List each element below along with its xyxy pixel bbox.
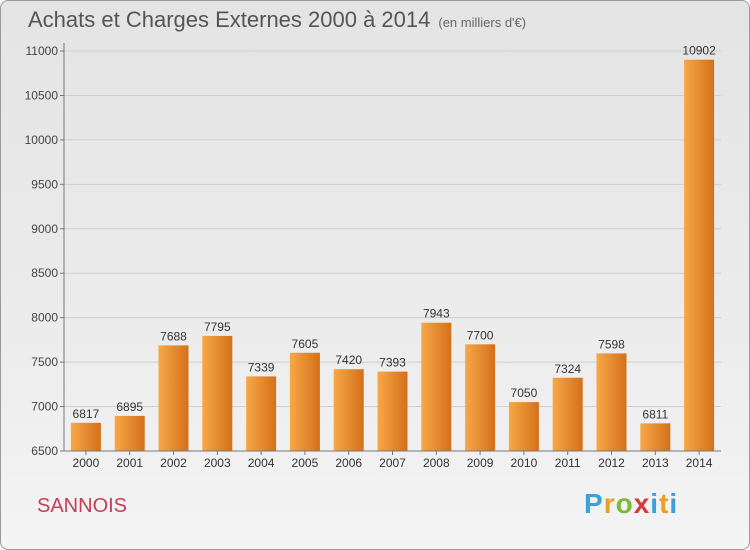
bar xyxy=(289,352,320,451)
x-tick-label: 2014 xyxy=(686,456,713,470)
proxiti-logo: Proxiti xyxy=(584,488,679,519)
bar xyxy=(465,344,496,451)
y-tick-label: 9000 xyxy=(31,222,58,236)
x-tick-label: 2008 xyxy=(423,456,450,470)
bar xyxy=(684,59,715,451)
bar xyxy=(202,335,233,451)
x-tick-label: 2010 xyxy=(511,456,538,470)
x-tick-label: 2001 xyxy=(116,456,143,470)
x-tick-label: 2005 xyxy=(292,456,319,470)
bar-value-label: 7393 xyxy=(379,356,406,370)
bar xyxy=(158,345,189,451)
bar-value-label: 6811 xyxy=(642,407,668,421)
bar-value-label: 7324 xyxy=(554,362,581,376)
x-tick-label: 2000 xyxy=(73,456,100,470)
y-tick-label: 10000 xyxy=(25,133,59,147)
chart-subtitle: (en milliers d'€) xyxy=(438,15,527,30)
bar-value-label: 10902 xyxy=(682,44,716,58)
commune-name: SANNOIS xyxy=(37,495,128,517)
bar xyxy=(421,322,452,451)
y-tick-label: 9500 xyxy=(31,177,58,191)
bar xyxy=(333,369,364,451)
bar-value-label: 7598 xyxy=(598,337,625,351)
bar xyxy=(246,376,277,451)
y-tick-label: 8500 xyxy=(31,266,58,280)
x-tick-label: 2002 xyxy=(160,456,187,470)
bar-value-label: 7688 xyxy=(160,329,187,343)
y-tick-label: 8000 xyxy=(31,311,58,325)
y-tick-label: 6500 xyxy=(31,444,58,458)
bar-value-label: 7605 xyxy=(292,337,319,351)
bar-value-label: 7943 xyxy=(423,307,450,321)
x-tick-label: 2007 xyxy=(379,456,406,470)
x-tick-label: 2003 xyxy=(204,456,231,470)
y-tick-label: 7000 xyxy=(31,400,58,414)
bar xyxy=(70,422,101,451)
bar-value-label: 7420 xyxy=(335,353,362,367)
y-tick-label: 7500 xyxy=(31,355,58,369)
bar xyxy=(596,353,627,451)
x-tick-label: 2006 xyxy=(335,456,362,470)
bar-value-label: 6895 xyxy=(116,400,143,414)
chart-title: Achats et Charges Externes 2000 à 2014 (e… xyxy=(28,7,526,33)
bar xyxy=(508,402,539,451)
bar xyxy=(377,371,408,451)
bar-value-label: 7339 xyxy=(248,360,275,374)
bar xyxy=(640,423,671,451)
bar-value-label: 7700 xyxy=(467,328,494,342)
bar-value-label: 7795 xyxy=(204,320,231,334)
bar xyxy=(114,415,145,451)
bar-value-label: 6817 xyxy=(73,407,100,421)
x-tick-label: 2004 xyxy=(248,456,275,470)
y-tick-label: 11000 xyxy=(26,44,59,58)
x-tick-label: 2013 xyxy=(642,456,669,470)
x-tick-label: 2012 xyxy=(598,456,625,470)
x-tick-label: 2011 xyxy=(555,456,581,470)
bar-value-label: 7050 xyxy=(511,386,538,400)
x-tick-label: 2009 xyxy=(467,456,494,470)
y-tick-label: 10500 xyxy=(25,88,59,102)
bar xyxy=(552,377,583,451)
chart-title-text: Achats et Charges Externes 2000 à 2014 xyxy=(28,7,431,32)
